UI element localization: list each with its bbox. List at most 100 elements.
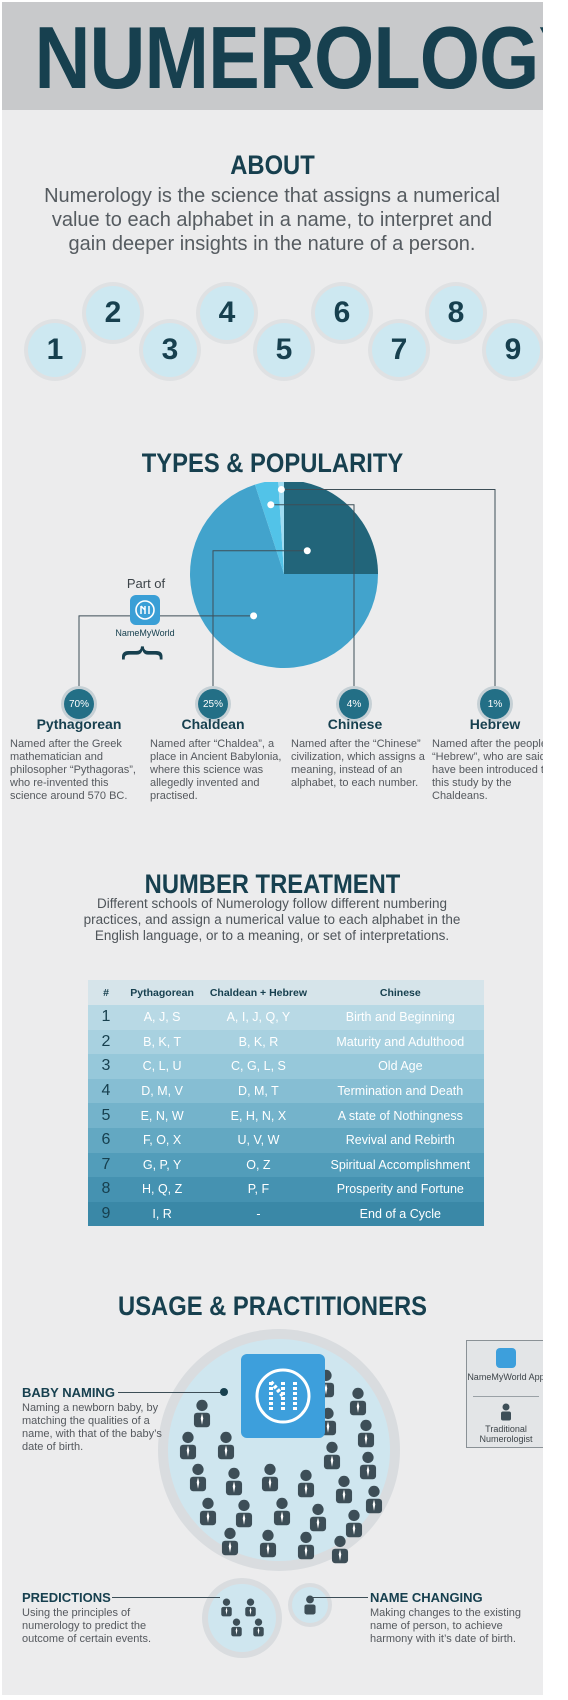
pie-marker-chinese <box>267 501 275 509</box>
app-emblem-icon <box>255 1368 311 1424</box>
number-circle-8: 8 <box>429 286 483 340</box>
pie-slice-chaldean <box>284 482 378 574</box>
baby-naming-connector <box>118 1392 222 1393</box>
person-icon <box>356 1419 376 1453</box>
baby-naming-dot <box>220 1388 228 1396</box>
table-cell: B, K, R <box>238 1034 279 1049</box>
table-row: 1 A, J, S A, I, J, Q, Y Birth and Beginning <box>88 1005 484 1030</box>
person-icon <box>178 1431 198 1465</box>
treatment-heading: NUMBER TREATMENT <box>144 869 401 899</box>
table-cell: A, I, J, Q, Y <box>226 1010 291 1025</box>
type-name-chinese: Chinese <box>327 716 383 732</box>
table-cell: P, F <box>247 1182 270 1197</box>
table-cell: E, H, N, X <box>230 1108 287 1123</box>
table-cell: A, J, S <box>143 1010 181 1025</box>
number-circle-3: 3 <box>143 323 197 377</box>
person-legend-icon <box>500 1403 512 1426</box>
person-icon <box>322 1441 342 1475</box>
table-cell: A state of Nothingness <box>337 1108 463 1123</box>
table-row: 2 B, K, T B, K, R Maturity and Adulthood <box>88 1029 484 1055</box>
about-text: Numerology is the science that assigns a… <box>44 185 500 255</box>
predictions-connector <box>112 1597 220 1598</box>
person-icon <box>296 1531 316 1565</box>
number-circle-1: 1 <box>28 323 82 377</box>
percent-badge-hebrew: 1% <box>480 689 510 719</box>
number-circle-6: 6 <box>315 286 369 340</box>
table-cell: Birth and Beginning <box>345 1010 455 1025</box>
person-icon <box>220 1527 240 1561</box>
type-desc-chinese: Named after the “Chinese” civilization, … <box>291 738 425 789</box>
column-header: Chaldean + Hebrew <box>200 980 317 1005</box>
table-cell: Old Age <box>378 1059 423 1074</box>
number-circle-7: 7 <box>372 323 426 377</box>
pie-leader-line-chinese <box>270 504 355 689</box>
type-name-hebrew: Hebrew <box>469 716 521 732</box>
person-icon <box>192 1399 212 1433</box>
legend-traditional-label: Traditional Numerologist <box>479 1424 533 1444</box>
table-cell: Maturity and Adulthood <box>336 1034 465 1049</box>
person-icon <box>330 1535 350 1569</box>
table-cell: C, G, L, S <box>230 1059 286 1074</box>
pie-marker-chaldean <box>303 547 311 555</box>
number-circle-9: 9 <box>486 323 540 377</box>
table-cell: 8 <box>101 1180 111 1198</box>
person-icon <box>296 1469 316 1503</box>
table-cell: End of a Cycle <box>359 1207 441 1222</box>
table-cell: 1 <box>101 1008 111 1026</box>
table-cell: 7 <box>101 1155 111 1173</box>
table-cell: - <box>256 1207 261 1222</box>
legend-divider <box>473 1396 539 1397</box>
table-cell: 9 <box>101 1205 111 1223</box>
person-icon <box>344 1509 364 1543</box>
type-desc-hebrew: Named after the people of “Hebrew”, who … <box>432 738 543 802</box>
name-changing-circle <box>292 1587 328 1623</box>
column-header: Pythagorean <box>124 980 201 1005</box>
app-legend-icon <box>496 1348 516 1368</box>
person-icon <box>272 1497 292 1531</box>
column-header: Chinese <box>316 980 484 1005</box>
type-desc-chaldean: Named after “Chaldea”, a place in Ancien… <box>150 738 282 802</box>
legend-app-label: NameMyWorld App <box>467 1372 543 1382</box>
table-cell: F, O, X <box>143 1133 182 1148</box>
brand-label: NameMyWorld <box>115 628 175 638</box>
table-cell: 3 <box>101 1057 111 1075</box>
baby-naming-desc: Naming a newborn baby, by matching the q… <box>22 1402 162 1453</box>
person-icon <box>364 1485 384 1519</box>
table-header-row: # Pythagorean Chaldean + Hebrew Chinese <box>88 980 484 1005</box>
infographic-frame: NUMEROLOGY ABOUT Numerology is the scien… <box>2 2 543 1695</box>
table-cell: I, R <box>152 1207 172 1222</box>
person-icon <box>258 1529 278 1563</box>
table-cell: Prosperity and Fortune <box>336 1182 464 1197</box>
table-cell: H, Q, Z <box>141 1182 183 1197</box>
person-icon <box>308 1503 328 1537</box>
types-heading: TYPES & POPULARITY <box>141 448 404 478</box>
curly-brace-icon: { <box>121 645 170 661</box>
person-icon <box>198 1497 218 1531</box>
table-cell: B, K, T <box>143 1034 182 1049</box>
column-header: # <box>88 980 124 1005</box>
app-logo-icon <box>135 600 155 620</box>
person-icon <box>348 1387 368 1421</box>
type-name-chaldean: Chaldean <box>181 716 245 732</box>
table-row: 6 F, O, X U, V, W Revival and Rebirth <box>88 1127 484 1153</box>
pie-leader-line-hebrew <box>281 488 496 689</box>
table-cell: U, V, W <box>237 1133 280 1148</box>
name-changing-desc: Making changes to the existing name of p… <box>370 1607 522 1645</box>
about-heading: ABOUT <box>230 150 315 180</box>
baby-naming-label: BABY NAMING <box>22 1385 115 1400</box>
name-changing-connector <box>308 1597 368 1598</box>
pie-marker-pythagorean <box>250 612 258 620</box>
pie-leader-line-chaldean <box>212 550 308 689</box>
percent-badge-chaldean: 25% <box>198 689 228 719</box>
popularity-pie-chart <box>78 482 496 689</box>
type-name-pythagorean: Pythagorean <box>36 716 122 732</box>
treatment-text: Different schools of Numerology follow d… <box>83 896 461 943</box>
table-cell: C, L, U <box>142 1059 182 1074</box>
pie-slice-pythagorean <box>189 484 378 668</box>
pie-leader-line-pythagorean <box>78 615 254 689</box>
person-icon <box>244 1598 257 1622</box>
predictions-desc: Using the principles of numerology to pr… <box>22 1607 152 1645</box>
table-cell: 5 <box>101 1106 111 1124</box>
number-circle-4: 4 <box>200 286 254 340</box>
